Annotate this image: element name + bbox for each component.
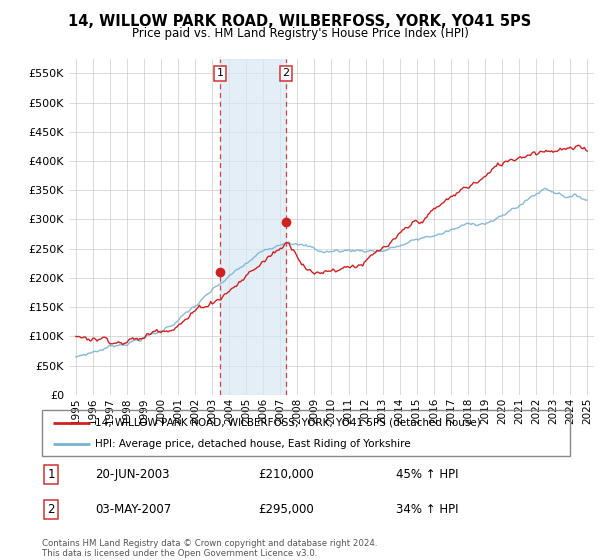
Text: 14, WILLOW PARK ROAD, WILBERFOSS, YORK, YO41 5PS (detached house): 14, WILLOW PARK ROAD, WILBERFOSS, YORK, … bbox=[95, 418, 481, 428]
Text: Price paid vs. HM Land Registry's House Price Index (HPI): Price paid vs. HM Land Registry's House … bbox=[131, 27, 469, 40]
Text: £210,000: £210,000 bbox=[259, 468, 314, 481]
Text: 1: 1 bbox=[217, 68, 224, 78]
Text: Contains HM Land Registry data © Crown copyright and database right 2024.
This d: Contains HM Land Registry data © Crown c… bbox=[42, 539, 377, 558]
Text: 03-MAY-2007: 03-MAY-2007 bbox=[95, 503, 171, 516]
Text: 34% ↑ HPI: 34% ↑ HPI bbox=[396, 503, 458, 516]
Text: HPI: Average price, detached house, East Riding of Yorkshire: HPI: Average price, detached house, East… bbox=[95, 439, 410, 449]
Text: 2: 2 bbox=[47, 503, 55, 516]
Text: £295,000: £295,000 bbox=[259, 503, 314, 516]
Text: 14, WILLOW PARK ROAD, WILBERFOSS, YORK, YO41 5PS: 14, WILLOW PARK ROAD, WILBERFOSS, YORK, … bbox=[68, 14, 532, 29]
Bar bbox=[220, 59, 286, 395]
Text: 1: 1 bbox=[47, 468, 55, 481]
Text: 45% ↑ HPI: 45% ↑ HPI bbox=[396, 468, 458, 481]
Text: 20-JUN-2003: 20-JUN-2003 bbox=[95, 468, 169, 481]
Text: 2: 2 bbox=[283, 68, 290, 78]
